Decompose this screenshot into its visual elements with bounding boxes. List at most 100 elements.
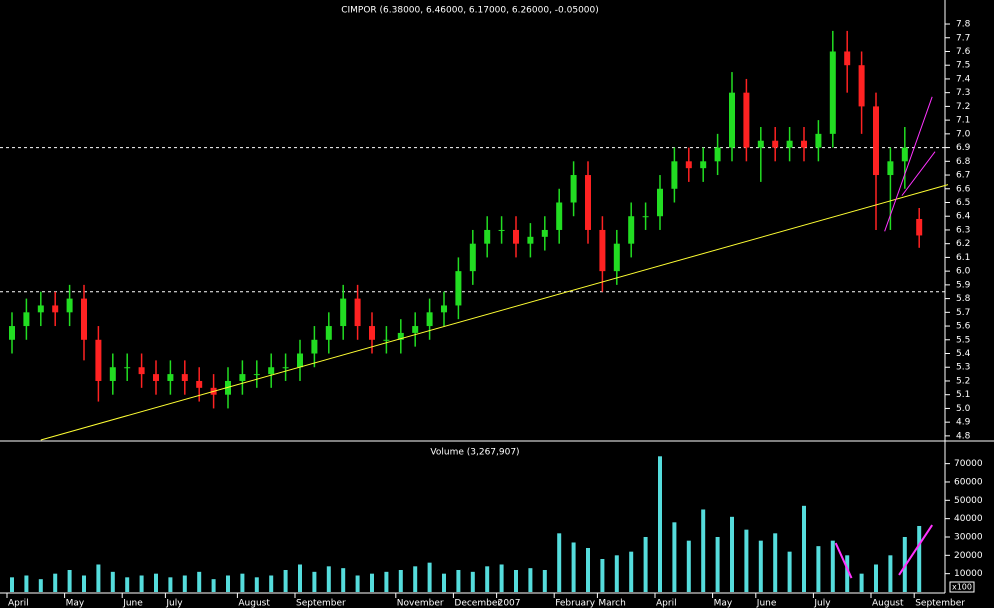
volume-bar [499, 564, 504, 592]
candle-body [225, 380, 231, 395]
y-tick-label: 6.7 [956, 171, 970, 181]
volume-bar [24, 575, 29, 592]
candle-body [397, 332, 404, 340]
y-tick-label: 6.3 [956, 225, 970, 235]
volume-bar [658, 456, 662, 592]
volume-bar [384, 571, 389, 592]
volume-bar [859, 573, 864, 592]
candle-body [239, 374, 246, 381]
y-tick-label: 7.7 [956, 33, 970, 43]
volume-bar [586, 547, 590, 592]
volume-bar [226, 575, 230, 592]
x-tick-label: August [238, 599, 270, 608]
volume-bar [917, 525, 922, 592]
x-tick-label: June [756, 599, 777, 608]
volume-bar [802, 505, 806, 592]
volume-bar [830, 540, 835, 592]
volume-bar [413, 566, 418, 592]
y-tick-label: 7.0 [956, 129, 971, 139]
volume-bar [456, 569, 461, 592]
candle-body [23, 312, 30, 327]
volume-bar [514, 569, 518, 592]
x-tick-label: July [813, 599, 831, 608]
volume-bar [312, 571, 317, 592]
x-tick-label: 2007 [498, 599, 521, 608]
candle-body [52, 305, 59, 313]
candle-body [815, 133, 822, 148]
volume-bar [888, 555, 893, 592]
volume-bar [470, 571, 475, 592]
volume-bar [298, 564, 302, 592]
candle-body [340, 298, 347, 327]
y-tick-label: 5.0 [956, 404, 971, 414]
volume-bar [787, 551, 792, 592]
volume-bar [672, 522, 677, 592]
candle-body [613, 243, 620, 272]
volume-bar [139, 575, 144, 592]
y-tick-label: 7.2 [956, 102, 970, 112]
x-tick-label: September [296, 599, 346, 608]
candle-body [628, 216, 635, 244]
candle-body [757, 140, 764, 148]
y-tick-label: 4.8 [956, 431, 971, 441]
candle-body [325, 326, 332, 340]
x-tick-label: May [66, 599, 85, 608]
volume-bar [571, 542, 576, 592]
candle-body [556, 202, 563, 230]
volume-bar [67, 569, 72, 592]
volume-bar [355, 575, 360, 592]
candle-body [743, 92, 750, 148]
y-tick-label: 5.9 [956, 280, 971, 290]
volume-bar [82, 575, 86, 592]
x-tick-label: May [714, 599, 733, 608]
volume-bar [557, 533, 562, 592]
volume-bar [686, 540, 691, 592]
x-tick-label: March [598, 599, 625, 608]
candle-body [887, 161, 894, 176]
candle-body [167, 374, 174, 381]
candle-body [124, 367, 131, 369]
candle-body [383, 339, 390, 341]
trendline [901, 151, 936, 196]
y-tick-label: 7.4 [956, 74, 971, 84]
candle-body [642, 216, 649, 218]
volume-bar [254, 577, 259, 592]
x-tick-label: February [555, 599, 596, 608]
volume-bar [629, 551, 634, 592]
x-tick-label: April [656, 599, 677, 608]
y-tick-label: 6.9 [956, 143, 971, 153]
volume-tick-label: 30000 [954, 532, 983, 542]
candle-body [9, 326, 15, 340]
candle-body [412, 326, 419, 333]
volume-bar [326, 566, 331, 592]
candle-body [426, 312, 433, 327]
x-tick-label: September [915, 599, 965, 608]
y-tick-label: 6.4 [956, 212, 971, 222]
candle-body [297, 353, 303, 368]
x-tick-label: August [872, 599, 904, 608]
volume-bar [211, 579, 216, 592]
candle-body [282, 367, 289, 369]
y-tick-label: 7.3 [956, 88, 970, 98]
chart-title: CIMPOR (6.38000, 6.46000, 6.17000, 6.260… [341, 6, 599, 16]
candle-body [66, 298, 73, 313]
candle-body [513, 229, 519, 244]
candle-body [268, 367, 275, 375]
unit-box [949, 581, 975, 593]
volume-bar [341, 568, 346, 592]
x-tick-label: June [122, 599, 143, 608]
volume-bar [240, 573, 245, 592]
y-tick-label: 4.9 [956, 418, 971, 428]
volume-bar [427, 562, 432, 592]
y-tick-label: 5.4 [956, 349, 971, 359]
candle-body [714, 147, 721, 162]
candle-body [700, 161, 707, 169]
volume-bar [125, 577, 130, 592]
candle-body [801, 140, 807, 148]
candle-body [916, 218, 923, 236]
volume-bar [701, 509, 706, 592]
y-tick-label: 7.6 [956, 47, 971, 57]
